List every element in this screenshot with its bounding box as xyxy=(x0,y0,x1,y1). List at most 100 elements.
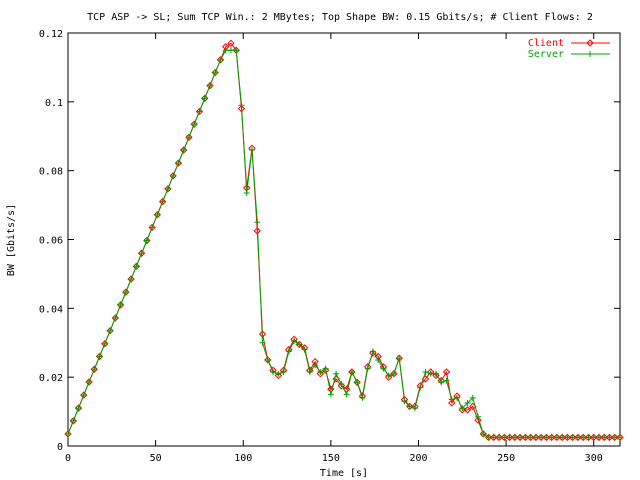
data-point xyxy=(384,373,393,381)
data-point xyxy=(496,434,503,441)
x-tick-label: 150 xyxy=(322,453,340,464)
series-line-server xyxy=(67,49,620,438)
y-tick-label: 0.06 xyxy=(39,236,63,247)
data-point xyxy=(475,413,482,420)
data-point xyxy=(369,348,376,355)
data-point xyxy=(438,379,445,386)
data-point xyxy=(517,434,524,441)
data-point xyxy=(312,362,319,369)
data-point xyxy=(201,95,208,102)
data-point xyxy=(422,369,429,376)
data-point xyxy=(432,371,440,380)
data-point xyxy=(175,160,182,167)
axes: 0 50 100 150 200 250 300 0 0.02 0.04 0.06 0.08 0.1 0.… xyxy=(39,29,620,464)
data-point xyxy=(164,185,171,192)
y-tick-label: 0.1 xyxy=(45,98,63,109)
data-point xyxy=(574,434,581,441)
data-point xyxy=(254,219,261,226)
data-point xyxy=(417,384,424,391)
data-point xyxy=(490,434,497,441)
y-tick-label: 0.08 xyxy=(39,167,63,178)
data-point xyxy=(274,371,282,380)
y-axis-label: BW [Gbits/s] xyxy=(6,204,17,276)
data-point xyxy=(348,369,355,376)
data-point xyxy=(249,147,255,154)
data-point xyxy=(96,353,103,360)
data-point xyxy=(611,434,618,441)
data-point xyxy=(122,289,129,296)
data-point xyxy=(448,399,456,407)
data-point xyxy=(427,370,434,377)
data-point xyxy=(580,434,587,441)
data-point xyxy=(442,368,451,376)
data-point xyxy=(222,47,229,54)
x-tick-label: 100 xyxy=(234,453,252,464)
data-point xyxy=(227,47,234,54)
series-layer xyxy=(64,39,624,442)
data-point xyxy=(543,434,550,441)
x-tick-label: 250 xyxy=(497,453,515,464)
data-point xyxy=(469,394,476,401)
data-point xyxy=(548,434,555,441)
data-point xyxy=(506,434,513,441)
data-point xyxy=(606,434,613,441)
data-point xyxy=(238,102,245,109)
data-point xyxy=(343,391,350,398)
data-point xyxy=(463,406,472,414)
data-point xyxy=(369,349,377,357)
data-point xyxy=(354,379,361,386)
data-point xyxy=(112,314,119,321)
data-point xyxy=(564,434,571,441)
data-point xyxy=(464,399,471,406)
data-point xyxy=(233,47,240,54)
data-point xyxy=(275,370,282,377)
data-point xyxy=(322,365,329,372)
data-point xyxy=(333,370,340,377)
data-point xyxy=(601,434,608,441)
data-point xyxy=(375,356,382,363)
data-point xyxy=(227,39,235,48)
legend-label: Client xyxy=(528,38,564,49)
data-point xyxy=(296,341,303,348)
data-point xyxy=(80,392,87,399)
data-point xyxy=(138,250,145,257)
data-point xyxy=(259,339,266,346)
data-point xyxy=(459,405,466,412)
data-point xyxy=(474,416,482,424)
y-tick-label: 0 xyxy=(57,442,63,453)
chart-title: TCP ASP -> SL; Sum TCP Win.: 2 MBytes; T… xyxy=(87,12,593,23)
data-point xyxy=(128,276,135,283)
data-point xyxy=(454,394,461,401)
data-point xyxy=(406,403,413,410)
data-point xyxy=(364,365,371,372)
data-point xyxy=(433,370,439,377)
data-point xyxy=(590,434,597,441)
data-point xyxy=(380,365,387,372)
x-tick-label: 200 xyxy=(409,453,427,464)
data-point xyxy=(170,172,177,179)
data-point xyxy=(301,346,308,353)
data-point xyxy=(401,398,408,405)
data-point xyxy=(511,434,518,441)
data-point xyxy=(538,434,545,441)
data-point xyxy=(522,434,529,441)
data-point xyxy=(337,382,346,390)
legend-marker xyxy=(587,51,593,57)
x-tick-label: 300 xyxy=(585,453,603,464)
data-point xyxy=(101,340,108,347)
data-point xyxy=(321,366,330,374)
data-point xyxy=(306,369,313,376)
data-point xyxy=(91,366,98,373)
data-point xyxy=(206,82,213,89)
data-point xyxy=(485,434,492,441)
series-line-client xyxy=(67,42,620,438)
data-point xyxy=(86,378,93,385)
data-point xyxy=(253,227,261,235)
x-tick-label: 50 xyxy=(150,453,162,464)
data-point xyxy=(585,434,592,441)
data-point xyxy=(285,348,292,355)
data-point xyxy=(191,121,198,128)
data-point xyxy=(159,198,166,205)
data-point xyxy=(553,434,560,441)
